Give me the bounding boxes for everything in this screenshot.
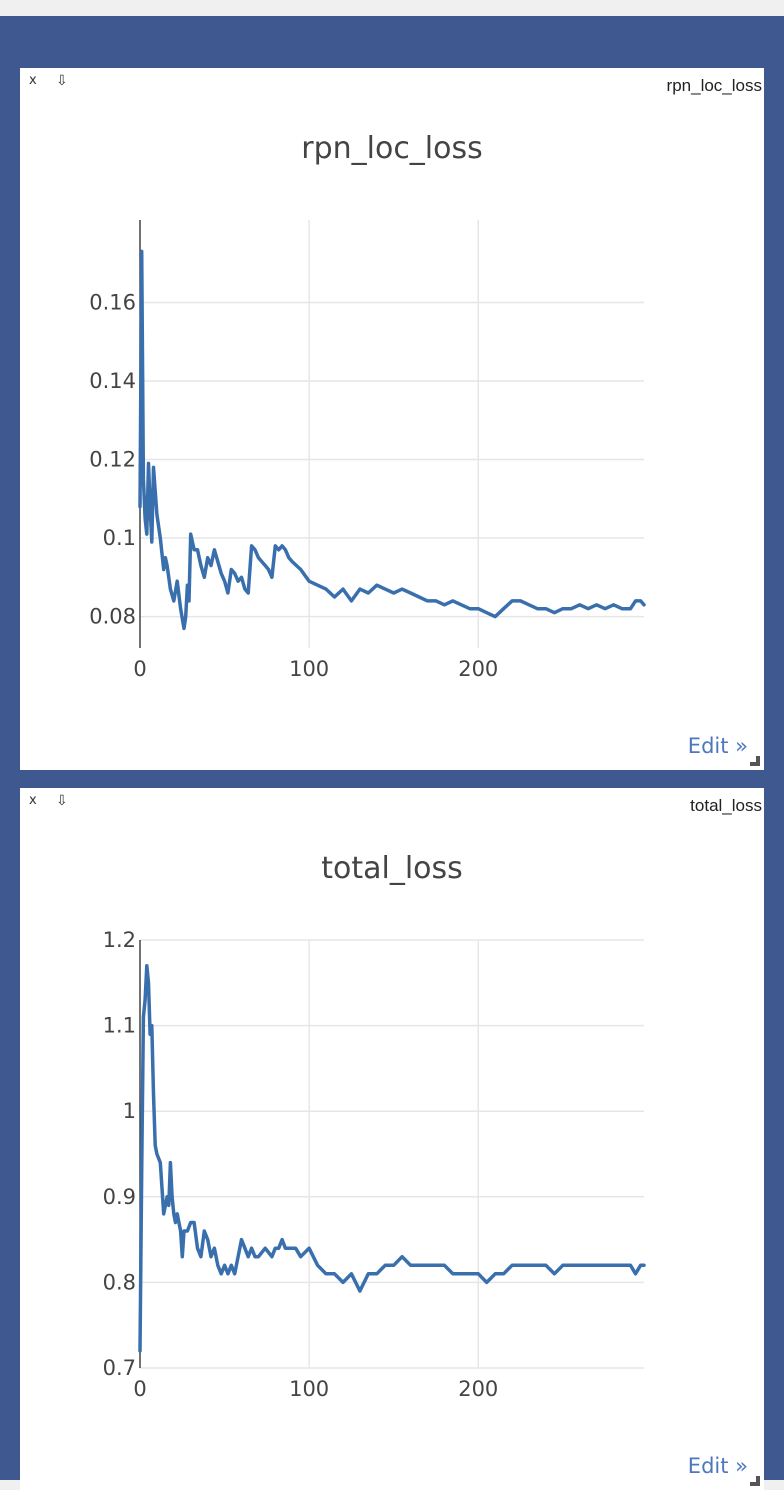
edit-chart-link[interactable]: Edit »	[687, 1454, 748, 1478]
y-tick-label: 0.16	[89, 290, 136, 314]
pane-total-loss: x ⇩ total_loss total_loss 0 100 200 0.7 0.8 0…	[20, 788, 764, 1490]
y-tick-label: 0.12	[89, 448, 136, 472]
y-tick-label: 1.1	[103, 1014, 136, 1038]
y-tick-label: 0.14	[89, 369, 136, 393]
y-tick-label: 1	[123, 1099, 136, 1123]
y-tick-label: 0.08	[89, 605, 136, 629]
gridlines	[140, 220, 644, 648]
gridlines	[140, 939, 644, 1369]
series-line	[138, 249, 646, 631]
x-tick-label: 100	[289, 657, 329, 681]
resize-handle-icon[interactable]	[750, 756, 760, 766]
y-tick-label: 0.1	[103, 526, 136, 550]
dashboard-frame: x ⇩ rpn_loc_loss rpn_loc_loss 0 100 200 0.0…	[0, 16, 784, 1490]
download-icon[interactable]: ⇩	[56, 73, 68, 89]
pane-name: total_loss	[690, 796, 762, 815]
edit-chart-link[interactable]: Edit »	[687, 734, 748, 758]
line-chart-total-loss: total_loss 0 100 200 0.7 0.8 0.9 1 1.1 1.2	[103, 851, 646, 1401]
pane-rpn-loc-loss: x ⇩ rpn_loc_loss rpn_loc_loss 0 100 200 0.0…	[20, 68, 764, 770]
series	[138, 963, 646, 1353]
pane-name: rpn_loc_loss	[666, 76, 762, 95]
chart-title: rpn_loc_loss	[301, 131, 483, 166]
resize-handle-icon[interactable]	[750, 1476, 760, 1486]
chart-title: total_loss	[321, 851, 463, 886]
tick-labels: 0 100 200 0.08 0.1 0.12 0.14 0.16	[89, 290, 498, 681]
y-tick-label: 0.9	[103, 1185, 136, 1209]
y-tick-label: 0.8	[103, 1270, 136, 1294]
x-tick-label: 0	[133, 657, 146, 681]
y-tick-label: 1.2	[103, 928, 136, 952]
x-tick-label: 200	[458, 657, 498, 681]
tick-labels: 0 100 200 0.7 0.8 0.9 1 1.1 1.2	[103, 928, 499, 1401]
download-icon[interactable]: ⇩	[56, 793, 68, 809]
line-chart-rpn-loc-loss: rpn_loc_loss 0 100 200 0.08 0.1 0.12 0.14 0.16	[89, 131, 646, 681]
series	[138, 249, 646, 631]
close-pane-button[interactable]: x	[29, 73, 37, 88]
x-tick-label: 0	[133, 1377, 146, 1401]
x-tick-label: 200	[458, 1377, 498, 1401]
x-tick-label: 100	[289, 1377, 329, 1401]
close-pane-button[interactable]: x	[29, 793, 37, 808]
y-tick-label: 0.7	[103, 1356, 136, 1380]
series-line	[138, 963, 646, 1353]
